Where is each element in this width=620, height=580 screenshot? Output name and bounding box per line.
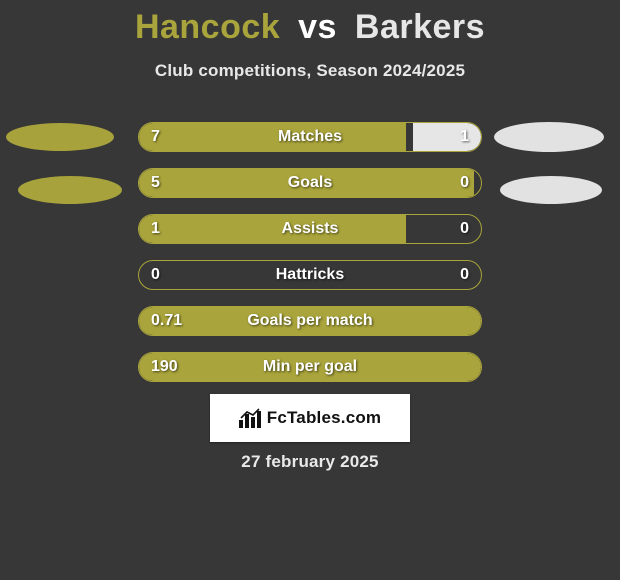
comparison-title: Hancock vs Barkers <box>0 0 620 47</box>
brand-box: FcTables.com <box>210 394 410 442</box>
player2-value: 0 <box>460 215 469 243</box>
player2-value: 0 <box>460 261 469 289</box>
player2-ellipse <box>494 122 604 152</box>
player1-value: 5 <box>151 169 160 197</box>
stat-row: Hattricks0 0 <box>138 260 482 290</box>
stat-label: Goals <box>139 169 481 197</box>
player1-value: 190 <box>151 353 178 381</box>
player1-ellipse <box>6 123 114 151</box>
player1-value: 1 <box>151 215 160 243</box>
stats-rows: Matches71Goals50Assists10Hattricks00Goal… <box>138 122 482 398</box>
stat-row: Goals5 0 <box>138 168 482 198</box>
stat-label: Goals per match <box>139 307 481 335</box>
brand-bars-icon <box>239 408 261 428</box>
vs-separator: vs <box>298 8 337 46</box>
stat-row: Assists1 0 <box>138 214 482 244</box>
player2-value: 1 <box>460 123 469 151</box>
stat-label: Min per goal <box>139 353 481 381</box>
player1-ellipse <box>18 176 122 204</box>
stat-label: Matches <box>139 123 481 151</box>
stat-row: Goals per match0.71 <box>138 306 482 336</box>
stat-label: Assists <box>139 215 481 243</box>
player1-value: 7 <box>151 123 160 151</box>
stat-label: Hattricks <box>139 261 481 289</box>
snapshot-date: 27 february 2025 <box>0 452 620 472</box>
brand-text: FcTables.com <box>267 408 382 428</box>
stat-row: Min per goal190 <box>138 352 482 382</box>
subtitle: Club competitions, Season 2024/2025 <box>0 61 620 81</box>
player1-name: Hancock <box>135 8 280 46</box>
player2-value: 0 <box>460 169 469 197</box>
player1-value: 0 <box>151 261 160 289</box>
stat-row: Matches7 1 <box>138 122 482 152</box>
player2-name: Barkers <box>355 8 485 46</box>
player1-value: 0.71 <box>151 307 182 335</box>
player2-ellipse <box>500 176 602 204</box>
